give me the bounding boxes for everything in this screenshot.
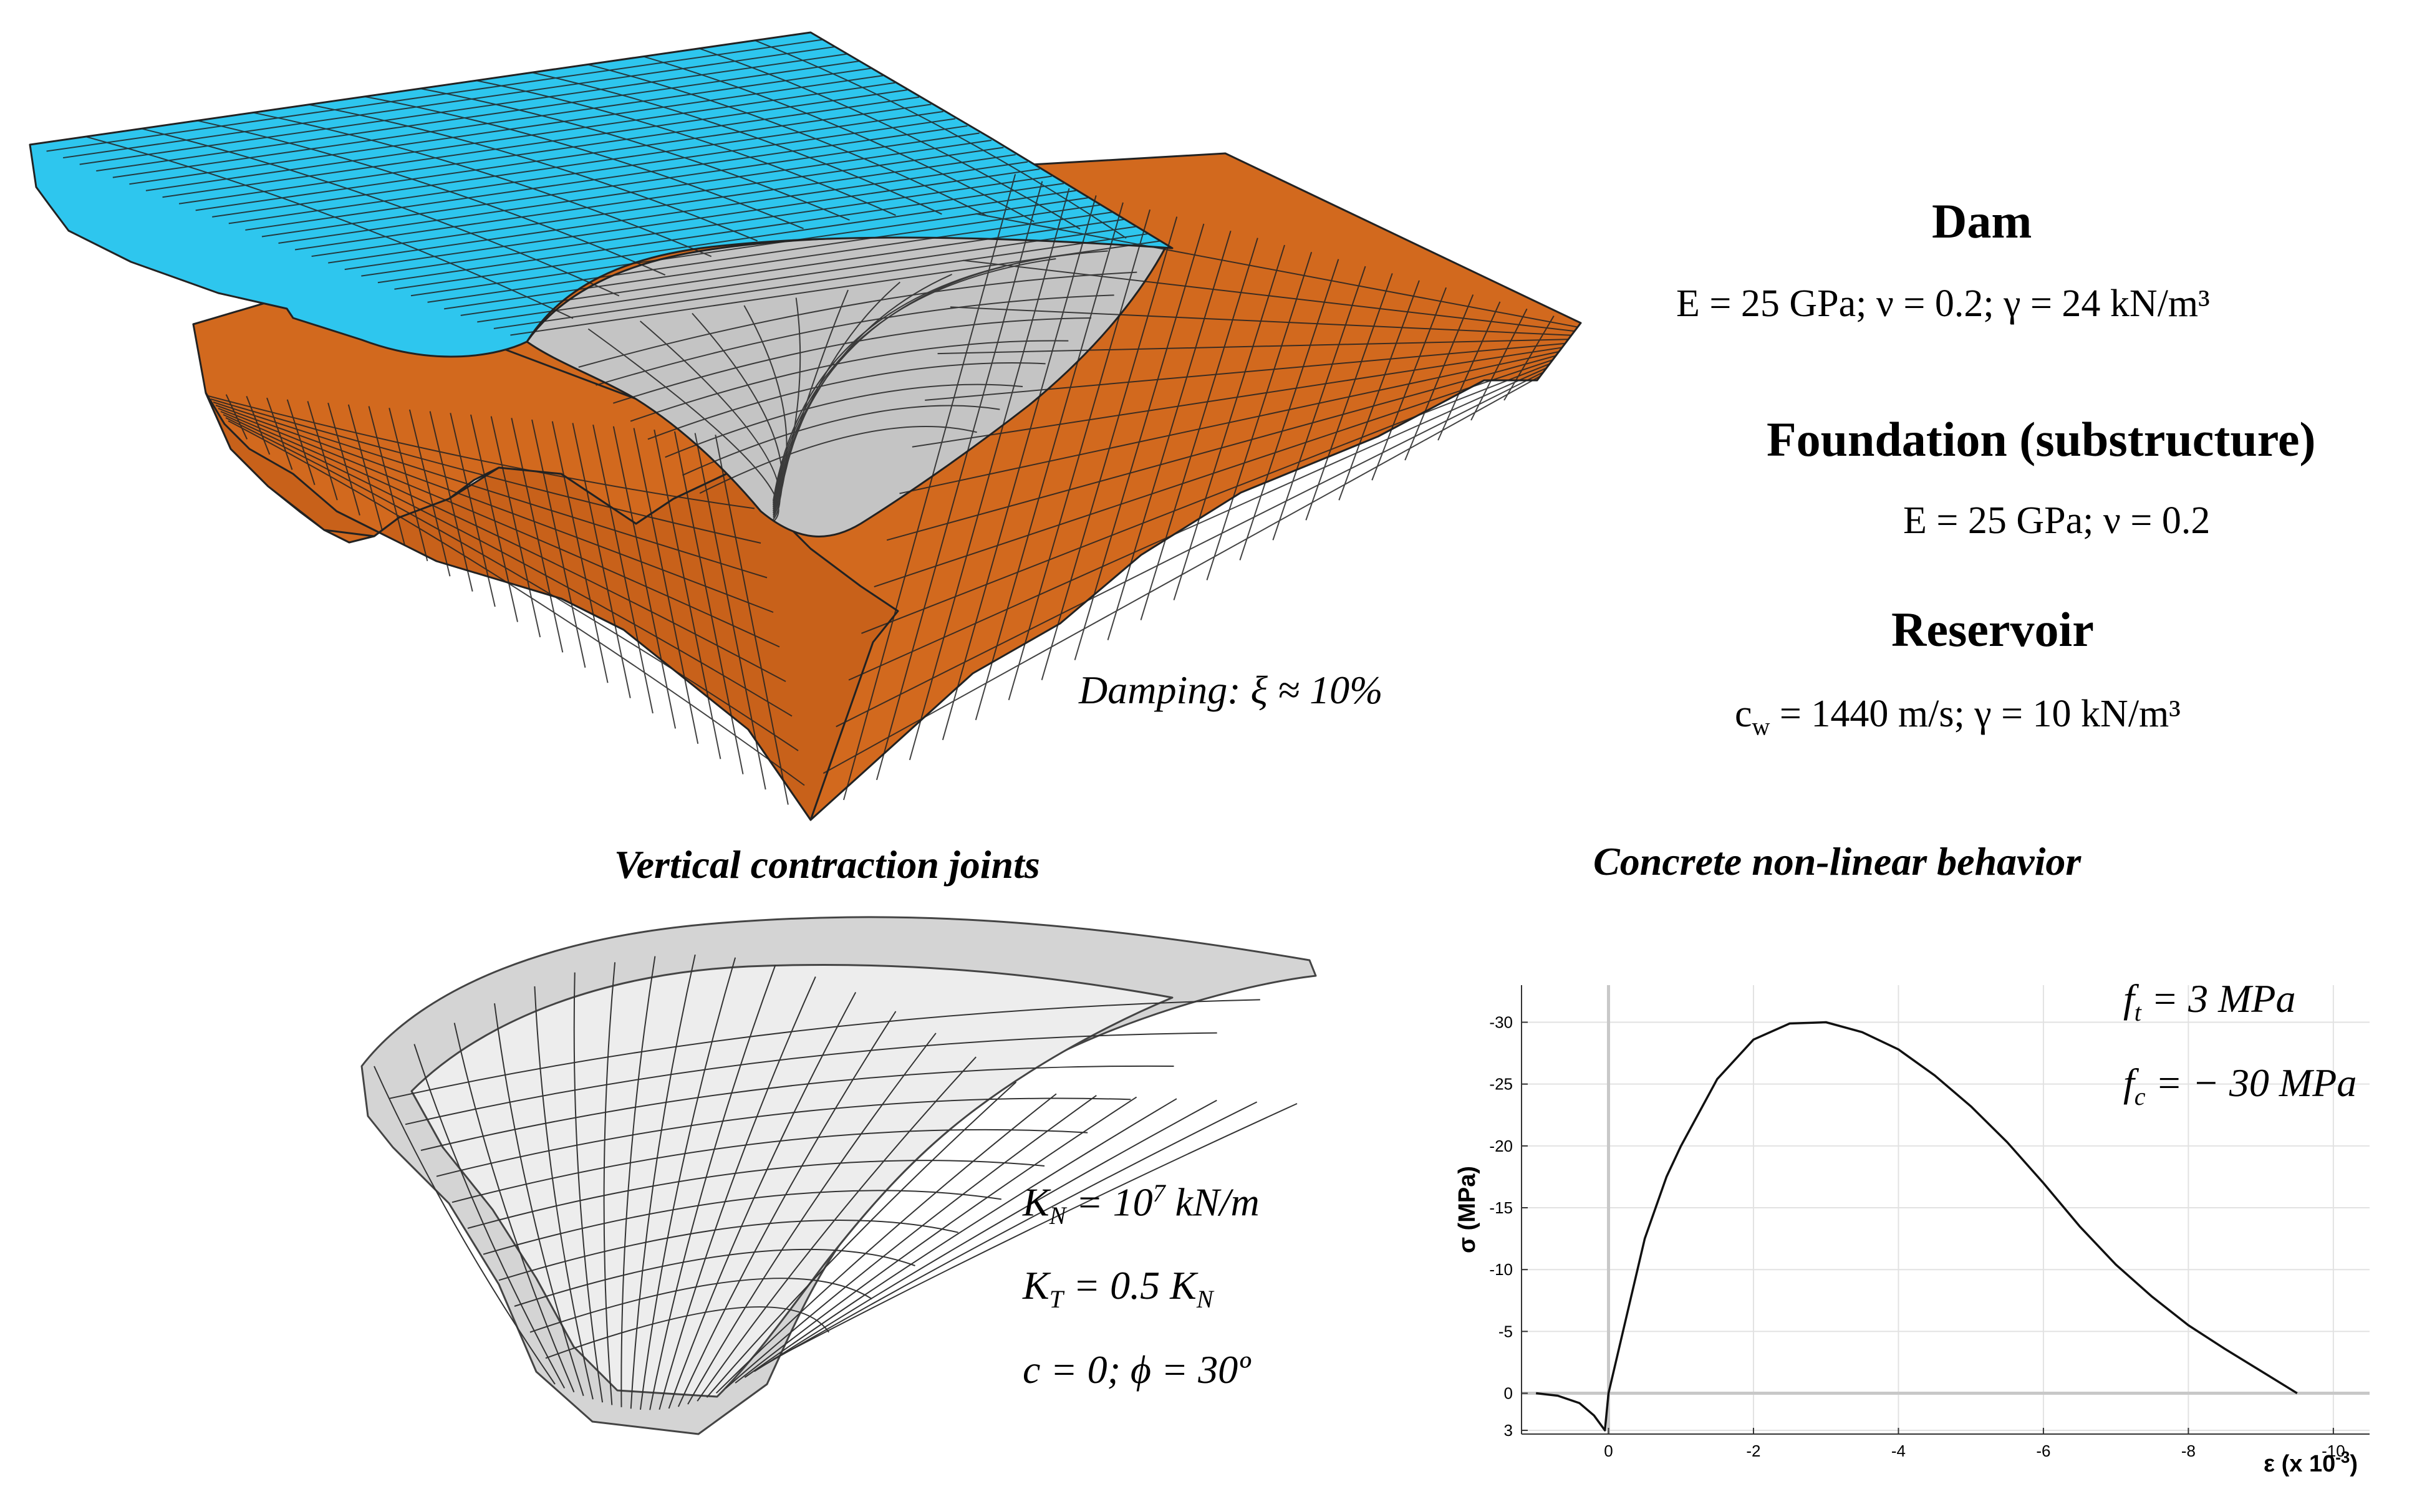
reservoir-properties: cw = 1440 m/s; γ = 10 kN/m³	[1735, 692, 2181, 741]
ft-symbol: f	[2123, 976, 2135, 1021]
foundation-front-face	[205, 392, 899, 821]
joints-title: Vertical contraction joints	[614, 842, 1040, 887]
kt-subscript: T	[1049, 1284, 1063, 1313]
y-tick-label: -30	[1489, 1013, 1513, 1032]
joints-inner-face	[410, 963, 1174, 1398]
kn-subscript: N	[1049, 1201, 1066, 1230]
stress-strain-chart: 0 -2 -4 -6 -8 -10-30-25-20-15-10-503 σ (MPa) …	[1454, 985, 2370, 1477]
kn-unit: kN/m	[1165, 1180, 1260, 1225]
concrete-title: Concrete non-linear behavior	[1593, 839, 2082, 884]
kt-parameter: KT = 0.5 KN	[1023, 1263, 1213, 1314]
damping-label: Damping: ξ ≈ 10%	[1079, 668, 1383, 712]
x-tick-label: -10	[2322, 1442, 2345, 1460]
x-tick-label: 0	[1604, 1442, 1613, 1460]
x-tick-label: -4	[1891, 1442, 1906, 1460]
reservoir-title: Reservoir	[1891, 602, 2094, 657]
y-tick-label: -10	[1489, 1260, 1513, 1279]
series-line-stress-strain	[1536, 1021, 2298, 1432]
y-tick-label: -5	[1498, 1322, 1513, 1341]
fc-subscript: c	[2134, 1082, 2146, 1110]
x-axis-label-end: )	[2350, 1451, 2358, 1477]
fc-parameter: fc = − 30 MPa	[2123, 1060, 2357, 1111]
cw-subscript: w	[1752, 712, 1770, 741]
y-tick-label: 0	[1504, 1384, 1513, 1403]
x-axis-label-main: ε (x 10	[2264, 1451, 2335, 1477]
kt-equals: = 0.5 K	[1063, 1263, 1197, 1307]
fc-symbol: f	[2123, 1061, 2135, 1105]
ft-value: = 3 MPa	[2141, 976, 2296, 1021]
y-tick-label: -20	[1489, 1137, 1513, 1155]
y-tick-label: 3	[1504, 1421, 1513, 1440]
kn-exponent: 7	[1152, 1179, 1165, 1207]
reservoir-props-rest: = 1440 m/s; γ = 10 kN/m³	[1770, 693, 2181, 735]
x-axis-label: ε (x 10-3)	[2264, 1448, 2358, 1477]
x-axis-label-sup: -3	[2335, 1448, 2350, 1466]
y-tick-label: -25	[1489, 1075, 1513, 1094]
ft-subscript: t	[2134, 998, 2141, 1026]
cohesion-friction-parameter: c = 0; ϕ = 30º	[1023, 1347, 1251, 1392]
contraction-joints-mesh	[360, 916, 1317, 1435]
kt-n-subscript: N	[1196, 1284, 1213, 1313]
cw-symbol: c	[1735, 693, 1752, 735]
x-tick-label: -6	[2036, 1442, 2050, 1460]
y-tick-label: -15	[1489, 1198, 1513, 1217]
dam-title: Dam	[1932, 194, 2032, 248]
kn-parameter: KN = 107 kN/m	[1023, 1178, 1260, 1230]
kt-symbol: K	[1023, 1263, 1049, 1307]
x-tick-label: -2	[1746, 1442, 1760, 1460]
x-tick-label: -8	[2181, 1442, 2196, 1460]
foundation-properties: E = 25 GPa; ν = 0.2	[1903, 499, 2211, 542]
kn-symbol: K	[1023, 1180, 1049, 1225]
fc-value: = − 30 MPa	[2145, 1061, 2357, 1105]
dam-properties: E = 25 GPa; ν = 0.2; γ = 24 kN/m³	[1676, 282, 2210, 325]
dam-foundation-mesh	[29, 31, 1582, 821]
ft-parameter: ft = 3 MPa	[2123, 976, 2296, 1027]
y-axis-label: σ (MPa)	[1454, 1166, 1480, 1253]
kn-equals: = 10	[1066, 1180, 1153, 1225]
foundation-title: Foundation (substructure)	[1767, 412, 2316, 466]
